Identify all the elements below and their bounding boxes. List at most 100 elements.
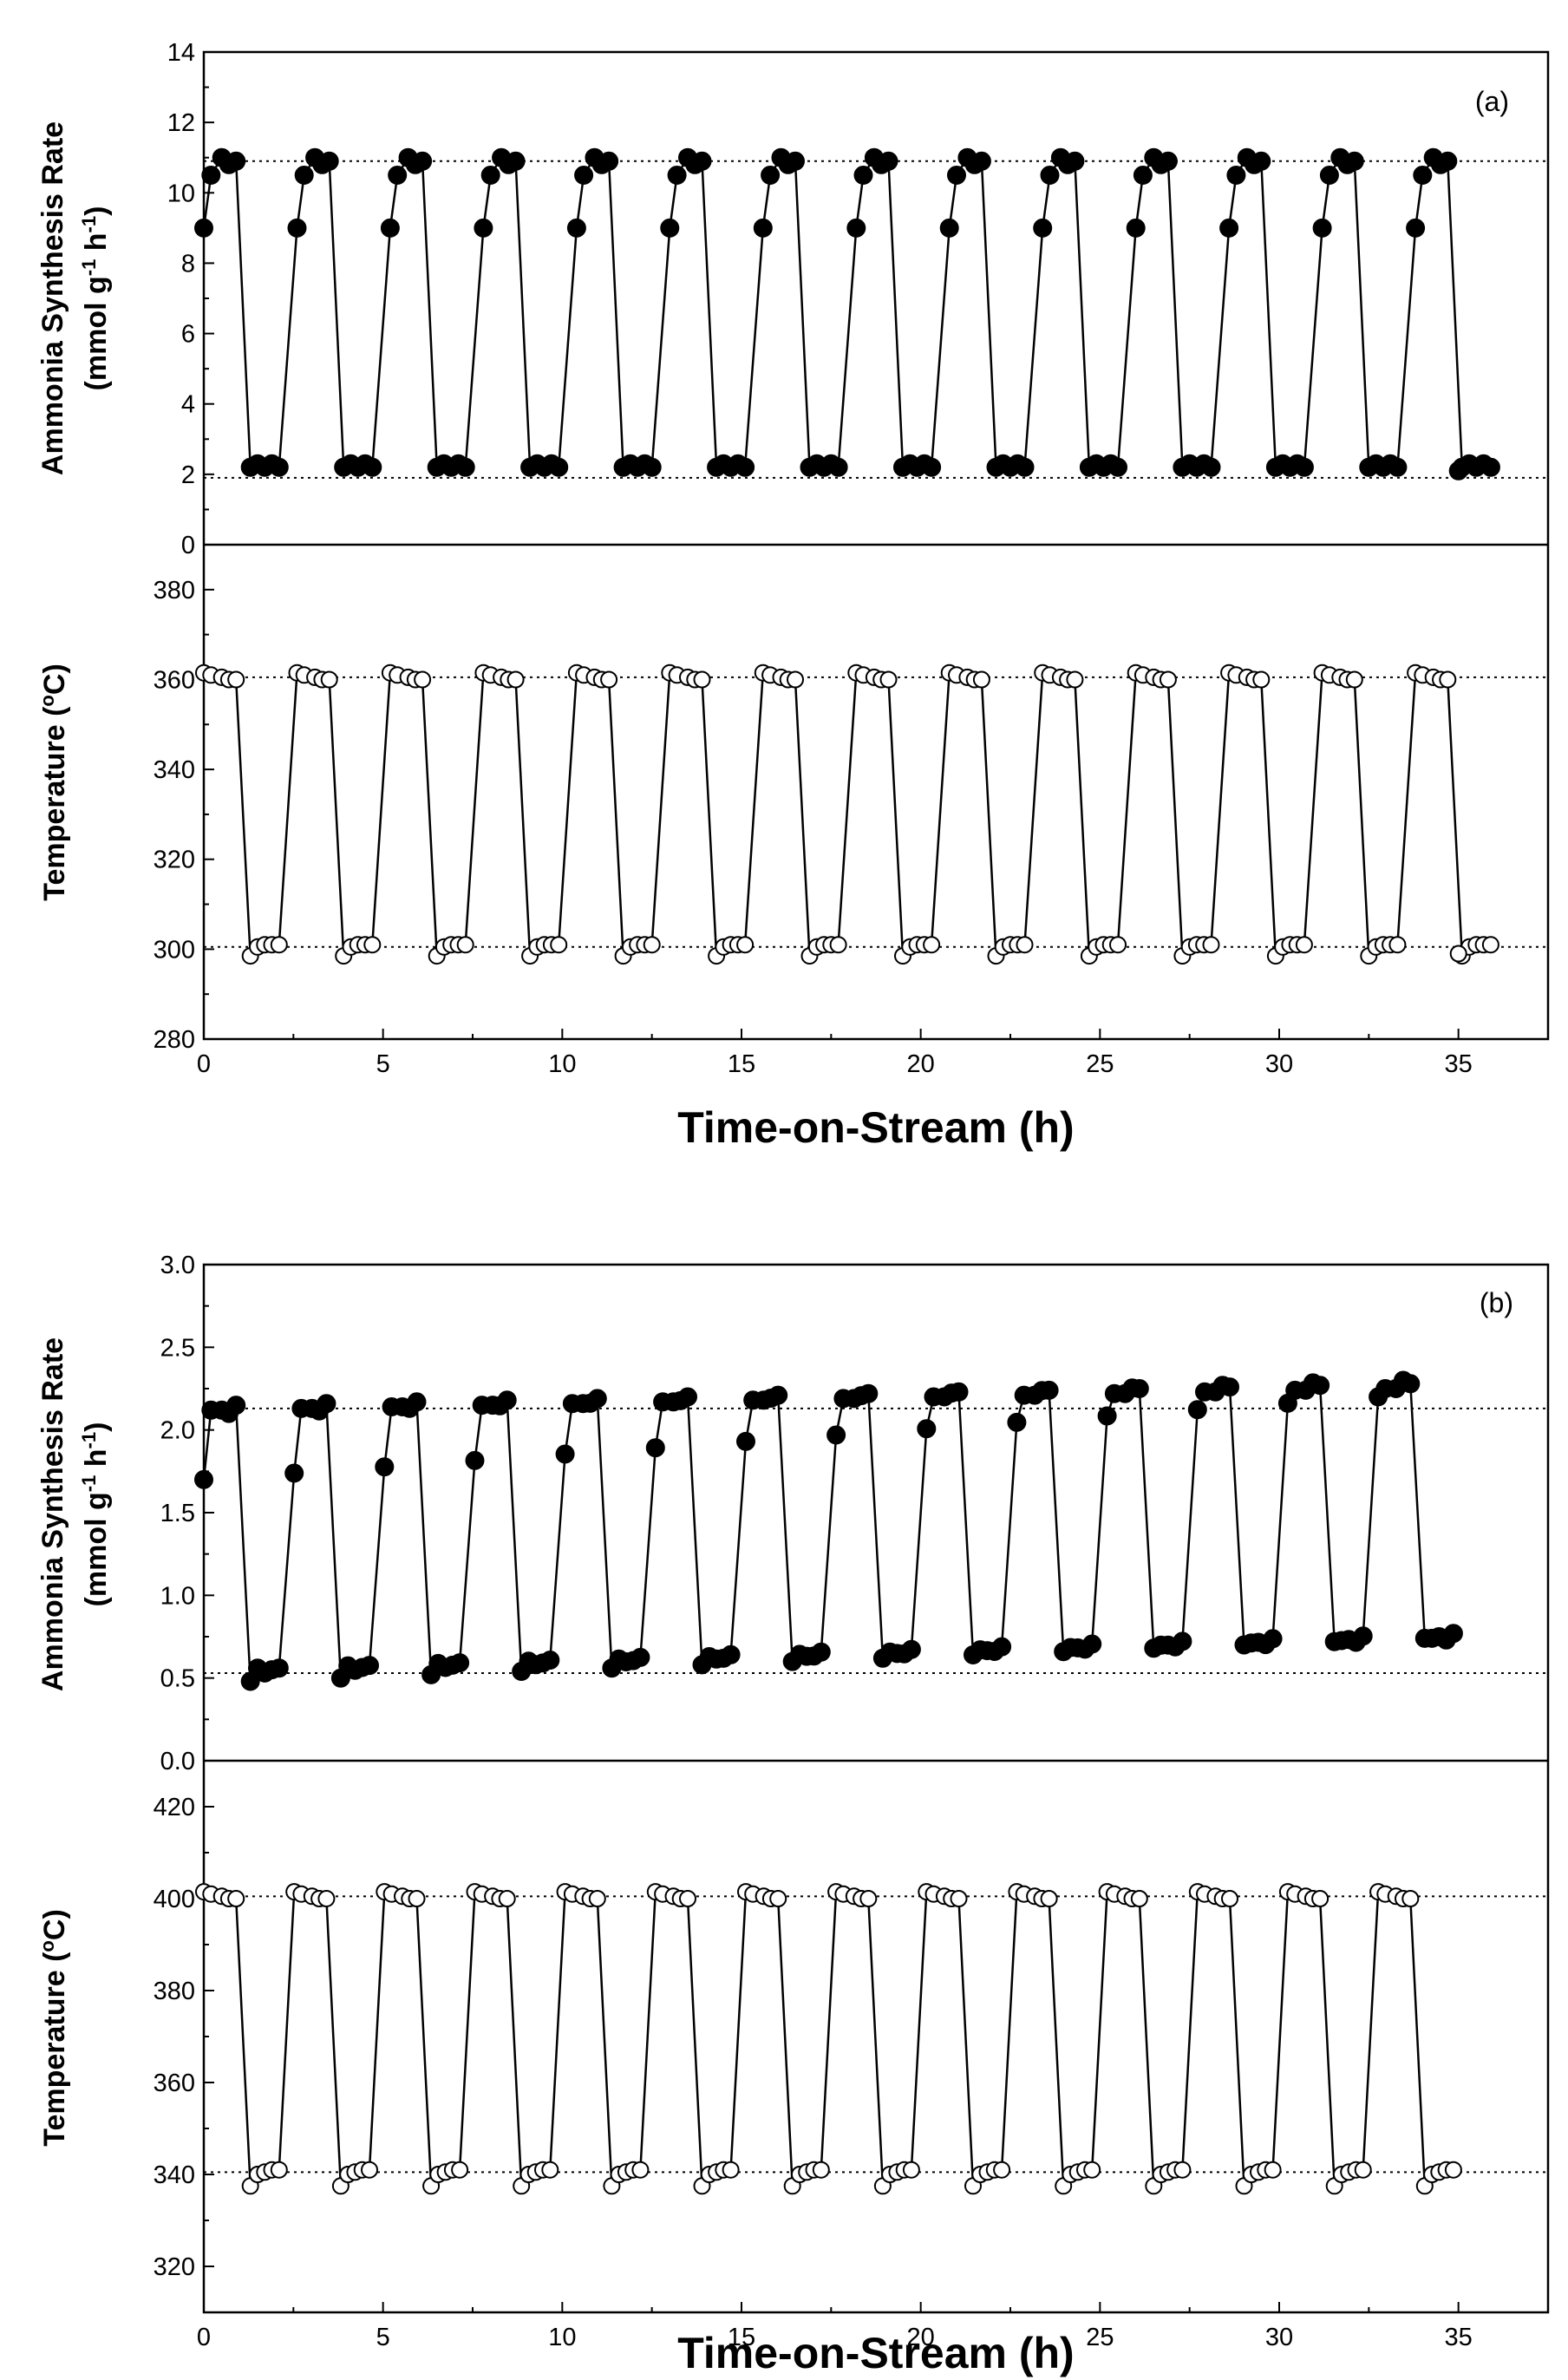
panel-a-rate-y-tick-label: 4 — [181, 391, 195, 419]
panel-a-rate-point — [667, 166, 687, 185]
panel-a-rate-y-tick-label: 6 — [181, 321, 195, 349]
panel-a-label: (a) — [1475, 86, 1509, 117]
panel-b-x-tick-label: 30 — [1265, 2324, 1293, 2351]
panel-a-rate-y-tick-label: 0 — [181, 532, 195, 559]
panel-a-rate-point — [1406, 218, 1426, 238]
panel-a-rate-point — [1319, 166, 1339, 185]
panel-b-rate-point — [1443, 1624, 1463, 1644]
panel-b-rate-point — [450, 1653, 470, 1673]
panel-a-temperature-y-tick-label: 280 — [154, 1026, 195, 1054]
panel-b-temperature-point — [950, 1890, 968, 1907]
panel-b-temperature-point — [1444, 2161, 1462, 2179]
panel-b-temperature-point — [1401, 1890, 1420, 1907]
panel-a-rate-point — [753, 218, 773, 238]
panel-b-rate-y-tick-label: 2.0 — [160, 1417, 195, 1445]
panel-a-temperature-point — [972, 670, 990, 689]
panel-a-rate-point — [1201, 457, 1221, 477]
panel-a-rate-point — [1480, 457, 1500, 477]
panel-b-rate-point — [1310, 1376, 1330, 1396]
panel-b-x-tick-label: 25 — [1086, 2324, 1114, 2351]
panel-b-rate-y-tick-label: 1.5 — [160, 1500, 195, 1527]
panel-b-temperature-point — [859, 1890, 878, 1907]
panel-a-rate-point — [480, 166, 500, 185]
panel-b-x-tick-label: 35 — [1445, 2324, 1473, 2351]
panel-a-rate-y-tick-label: 14 — [167, 39, 195, 67]
panel-a-temperature-point — [270, 936, 288, 954]
panel-b-rate-point — [768, 1385, 788, 1405]
panel-a-temperature-point — [600, 670, 618, 689]
panel-b-temperature-point — [451, 2161, 469, 2179]
panel-b-temperature-point — [498, 1890, 516, 1907]
panel-a-temperature-point — [363, 936, 382, 954]
panel-a-rate-point — [660, 218, 680, 238]
panel-a-temperature-point — [1066, 670, 1084, 689]
panel-a-rate-point — [413, 151, 433, 171]
panel-b-temperature-y-tick-label: 320 — [154, 2253, 195, 2281]
panel-b-rate-point — [497, 1390, 517, 1410]
panel-b-temperature-y-tick-label: 420 — [154, 1794, 195, 1821]
panel-b-rate-point — [465, 1450, 485, 1470]
panel-a-rate-ylabel: Ammonia Synthesis Rate — [36, 121, 69, 475]
panel-b-temperature-point — [1264, 2161, 1282, 2179]
panel-b-temperature-reference-lines — [204, 1895, 1548, 2174]
panel-b-frame — [202, 1263, 1550, 2314]
panel-b-rate-point — [194, 1469, 213, 1489]
panel-b-rate-point — [859, 1383, 879, 1403]
panel-b-rate-point — [407, 1392, 427, 1412]
panel-b: 0 5 10 15 20 25 30 35 0.0 0.5 1.0 1.5 2.0 2.5 3.0 320 34… — [36, 1252, 1550, 2377]
panel-b-temperature-y-tick-label: 360 — [154, 2069, 195, 2097]
panel-a-rate-point — [786, 151, 805, 171]
panel-a-rate-point — [853, 166, 873, 185]
panel-a-temperature-point — [1016, 936, 1034, 954]
panel-b-temperature-point — [541, 2161, 559, 2179]
panel-a-temperature-point — [227, 670, 245, 689]
panel-b-temperature-point — [317, 1890, 336, 1907]
panel-a-rate-point — [828, 457, 848, 477]
panel-a-temperature-point — [1252, 670, 1271, 689]
panel-a-rate-y-tick-label: 12 — [167, 109, 195, 137]
panel-a-ticks: 0 5 10 15 20 25 30 35 0 2 4 6 8 10 12 14 280 300 320 340 360… — [154, 39, 1473, 1078]
panel-a-xlabel: Time-on-Stream (h) — [677, 1103, 1074, 1152]
panel-a-rate-y-tick-label: 8 — [181, 250, 195, 278]
panel-a-temperature-point — [320, 670, 338, 689]
panel-b-rate-point — [826, 1425, 846, 1445]
panel-a-temperature-point — [923, 936, 941, 954]
panel-a-x-tick-label: 5 — [376, 1050, 390, 1078]
panel-a-rate-point — [735, 457, 755, 477]
panel-b-rate-point — [375, 1457, 395, 1477]
panel-a-rate-point — [971, 151, 991, 171]
panel-a-rate-point — [1015, 457, 1035, 477]
panel-a-temperature-y-tick-label: 320 — [154, 847, 195, 874]
panel-a-rate-y-tick-label: 2 — [181, 461, 195, 489]
panel-b-temperature-point — [1130, 1890, 1148, 1907]
panel-a-temperature-point — [829, 936, 847, 954]
panel-a-rate-point — [1251, 151, 1271, 171]
panel-a-rate-point — [692, 151, 712, 171]
panel-b-temperature-point — [1040, 1890, 1058, 1907]
panel-b-temperature-point — [769, 1890, 787, 1907]
panel-a-rate-point — [1312, 218, 1332, 238]
panel-b-label: (b) — [1480, 1287, 1513, 1318]
panel-a-rate-point — [1040, 166, 1060, 185]
panel-a-rate-point — [201, 166, 221, 185]
panel-a-x-tick-label: 35 — [1445, 1050, 1473, 1078]
panel-a-rate-point — [363, 457, 382, 477]
panel-a-rate-point — [1219, 218, 1239, 238]
panel-a-temperature-point — [1295, 936, 1313, 954]
panel-b-rate-point — [917, 1419, 937, 1439]
panel-a-temperature-point — [879, 670, 898, 689]
panel-b-rate-point — [721, 1644, 741, 1664]
panel-b-rate-point — [226, 1396, 246, 1416]
panel-a-rate-series — [194, 147, 1500, 481]
panel-a-rate-point — [1413, 166, 1433, 185]
panel-a-temperature-point — [643, 936, 661, 954]
panel-a-temperature-y-tick-label: 380 — [154, 577, 195, 605]
panel-a-temperature-point — [550, 936, 568, 954]
panel-a-x-tick-label: 10 — [548, 1050, 576, 1078]
panel-b-rate-y-tick-label: 3.0 — [160, 1252, 195, 1279]
panel-b-rate-point — [317, 1394, 336, 1414]
panel-b-rate-point — [1129, 1379, 1149, 1398]
panel-a-rate-point — [1294, 457, 1314, 477]
panel-b-xlabel: Time-on-Stream (h) — [677, 2329, 1074, 2377]
panel-b-rate-point — [1187, 1400, 1207, 1420]
